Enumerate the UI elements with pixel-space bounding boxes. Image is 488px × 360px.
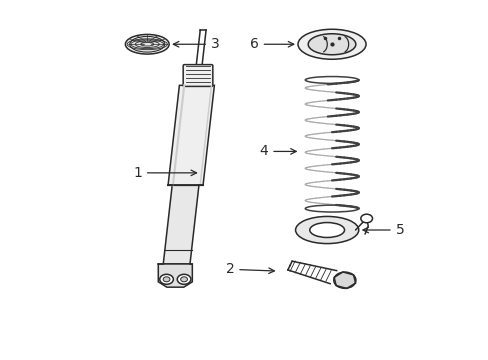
Circle shape xyxy=(163,277,170,282)
Ellipse shape xyxy=(125,35,169,54)
Ellipse shape xyxy=(309,222,344,238)
Text: 2: 2 xyxy=(225,262,274,276)
Text: 5: 5 xyxy=(362,223,404,237)
Polygon shape xyxy=(333,272,355,288)
Ellipse shape xyxy=(307,34,355,55)
Polygon shape xyxy=(163,185,199,264)
FancyBboxPatch shape xyxy=(183,64,212,86)
Ellipse shape xyxy=(297,29,366,59)
Circle shape xyxy=(177,274,190,284)
Polygon shape xyxy=(168,85,214,185)
Ellipse shape xyxy=(295,216,358,244)
Text: 3: 3 xyxy=(173,37,219,51)
Circle shape xyxy=(160,274,173,284)
Ellipse shape xyxy=(318,226,335,234)
Text: 1: 1 xyxy=(133,166,196,180)
Ellipse shape xyxy=(129,36,164,52)
Circle shape xyxy=(180,277,187,282)
Text: 6: 6 xyxy=(249,37,293,51)
Circle shape xyxy=(360,214,372,223)
Polygon shape xyxy=(158,264,192,287)
Text: 4: 4 xyxy=(259,144,296,158)
